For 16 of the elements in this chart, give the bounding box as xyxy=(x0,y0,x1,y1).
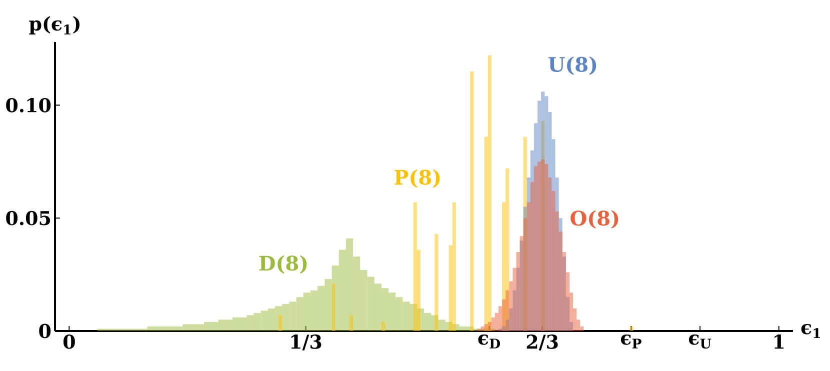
y-tick-label: 0.05 xyxy=(6,210,50,226)
x-tick-label: 1 xyxy=(774,334,784,349)
x-tick-label: 0 xyxy=(63,334,75,349)
x-axis-title: ϵ$_{1}$ xyxy=(801,324,820,338)
y-tick-label: 0 xyxy=(39,324,51,338)
series-label: D(8) xyxy=(259,255,307,274)
x-tick-label: ϵ$_{D}$ xyxy=(478,334,500,348)
x-tick-label: ϵ$_{U}$ xyxy=(688,334,712,349)
y-tick-label: 0.10 xyxy=(6,98,51,112)
series-label: O(8) xyxy=(570,210,618,229)
x-tick-label: 1/3 xyxy=(291,334,322,350)
y-axis-title: p(ϵ$_{1}$) xyxy=(29,16,80,34)
series-label: U(8) xyxy=(548,56,596,75)
x-tick-label: ϵ$_{P}$ xyxy=(620,334,642,348)
series-label: P(8) xyxy=(394,169,440,188)
x-tick-label: 2/3 xyxy=(526,334,558,350)
